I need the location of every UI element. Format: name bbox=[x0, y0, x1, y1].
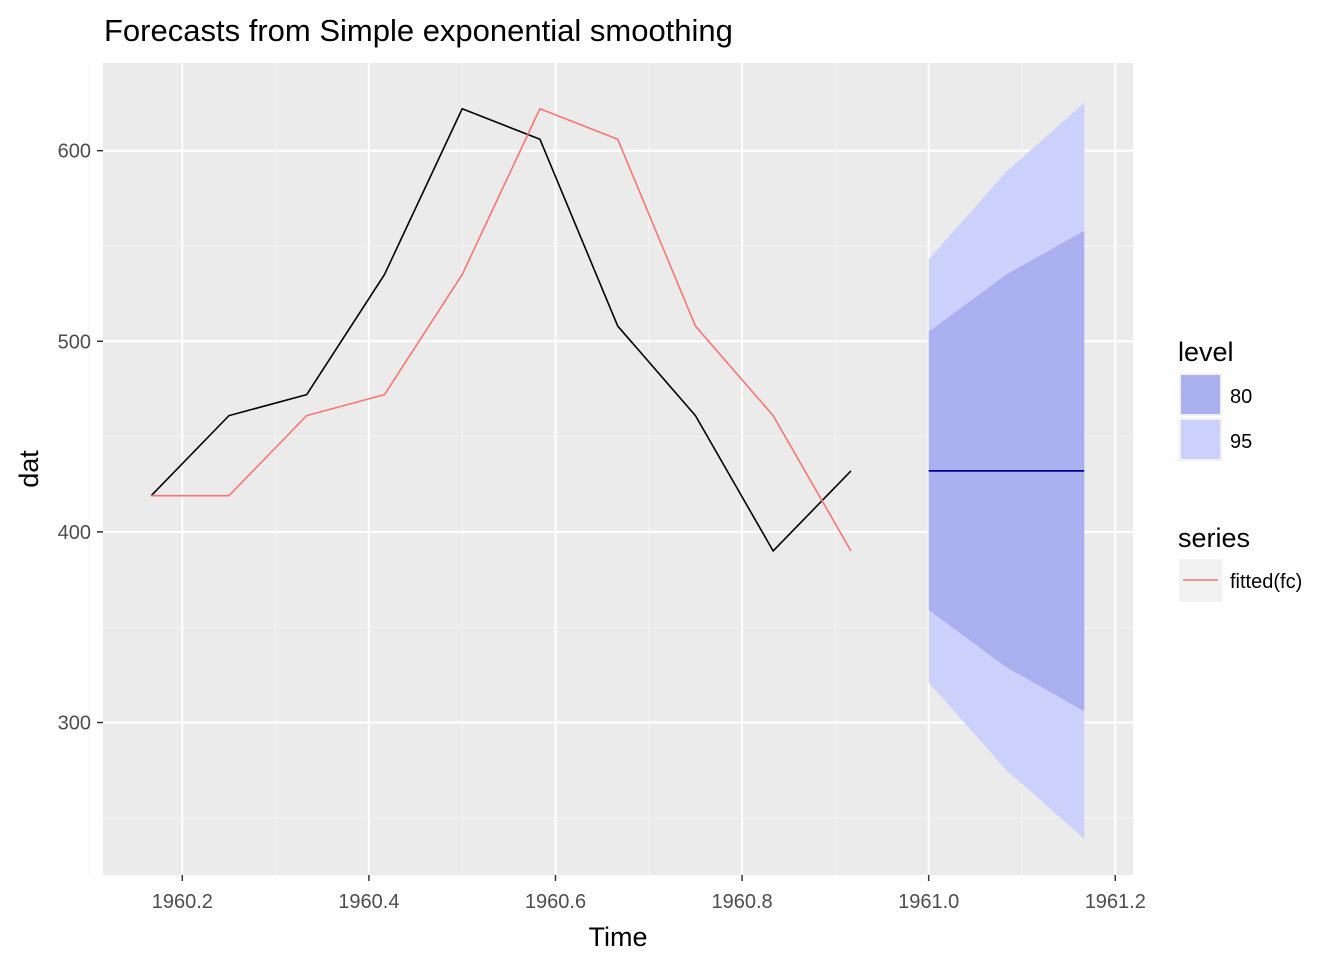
series-line-data bbox=[150, 107, 852, 552]
y-tick-label: 400 bbox=[58, 522, 91, 544]
y-tick-label: 300 bbox=[58, 713, 91, 735]
chart-title: Forecasts from Simple exponential smooth… bbox=[104, 13, 733, 48]
legend-level-title: level bbox=[1178, 337, 1234, 367]
y-tick-label: 500 bbox=[58, 331, 91, 353]
legend-series-title: series bbox=[1178, 523, 1250, 553]
x-tick-label: 1960.2 bbox=[152, 891, 213, 913]
y-axis-title: dat bbox=[14, 450, 44, 488]
plot-panel bbox=[88, 63, 1133, 875]
x-tick-label: 1960.8 bbox=[711, 891, 772, 913]
x-axis-title: Time bbox=[589, 922, 648, 952]
legend-level-80-label: 80 bbox=[1230, 386, 1252, 408]
legend: level 80 95 series fitted(fc) bbox=[1178, 337, 1302, 602]
series-line-fitted bbox=[151, 107, 852, 552]
legend-series-fitted-label: fitted(fc) bbox=[1230, 571, 1302, 593]
legend-level-80-swatch bbox=[1181, 375, 1220, 414]
legend-level-95-label: 95 bbox=[1230, 431, 1252, 453]
legend-level-95-swatch bbox=[1181, 420, 1220, 459]
x-tick-label: 1960.4 bbox=[338, 891, 399, 913]
x-axis: 1960.2 1960.4 1960.6 1960.8 1961.0 1961.2 bbox=[152, 875, 1146, 913]
x-tick-label: 1960.6 bbox=[525, 891, 586, 913]
x-tick-label: 1961.0 bbox=[898, 891, 959, 913]
series-lines bbox=[150, 107, 1085, 552]
y-axis: 300 400 500 600 bbox=[58, 141, 103, 735]
y-tick-label: 600 bbox=[58, 141, 91, 163]
x-tick-label: 1961.2 bbox=[1085, 891, 1146, 913]
